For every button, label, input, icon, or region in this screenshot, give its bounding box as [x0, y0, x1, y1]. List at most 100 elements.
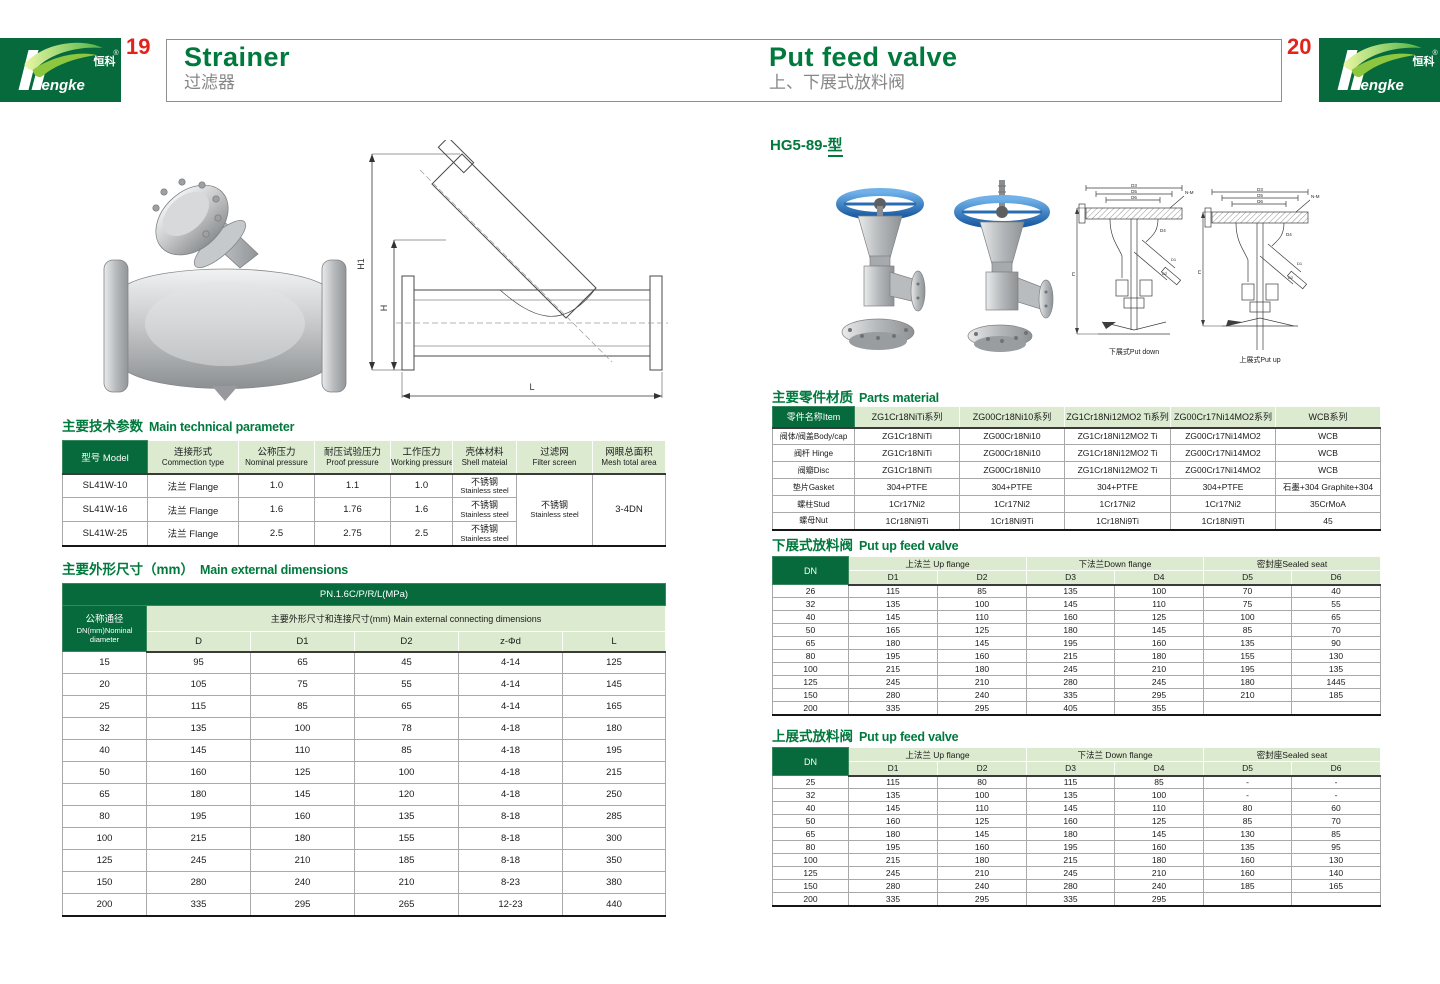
page-number-right: 20 — [1287, 34, 1312, 59]
cell: 304+PTFE — [1064, 478, 1171, 496]
cell: 145 — [848, 610, 938, 624]
col-header-d: D — [146, 631, 251, 653]
cell: 285 — [561, 805, 667, 828]
col-header-series-1: ZG1Cr18NiTi系列 — [854, 406, 960, 429]
cell: 85 — [937, 584, 1027, 598]
cell: 125 — [937, 814, 1027, 828]
cell: 80 — [772, 649, 849, 663]
cell: 150 — [772, 688, 849, 702]
table-row: 150 280 240 210 8-23 380 — [62, 871, 667, 894]
cell: 280 — [848, 688, 938, 702]
cell: 85 — [1114, 775, 1204, 789]
cell: 85 — [1203, 623, 1293, 637]
cell: 100 — [1203, 610, 1293, 624]
cell: - — [1203, 775, 1292, 789]
cell: ZG1Cr18Ni12MO2 Ti — [1064, 427, 1171, 445]
cell: 115 — [848, 584, 938, 598]
cell: 145 — [937, 636, 1027, 650]
cell: 155 — [354, 827, 459, 850]
cell: 215 — [848, 853, 938, 867]
cell: 50 — [62, 761, 147, 784]
cell: 65 — [772, 827, 849, 841]
table-row: 80 195 160 135 8-18 285 — [62, 805, 667, 828]
col-header-series-3: ZG1Cr18Ni12MO2 Ti系列 — [1064, 406, 1171, 429]
dim-label-d2: D2 — [1288, 275, 1294, 280]
section-title-en: Parts material — [859, 391, 939, 405]
cell: 1Cr17Ni2 — [1064, 495, 1171, 513]
cell: 105 — [146, 673, 251, 696]
table-header-row: 公称通径 DN(mm)Nominal diameter 主要外形尺寸和连接尺寸(mm… — [62, 605, 667, 652]
cell: 110 — [1114, 801, 1204, 815]
cell: 85 — [1203, 814, 1292, 828]
cell: 85 — [354, 739, 459, 762]
dim-label-l: L — [529, 382, 534, 392]
col-header-series-4: ZG00Cr17Ni14MO2系列 — [1170, 406, 1276, 429]
cell: 195 — [561, 739, 667, 762]
cell: 4-14 — [458, 695, 563, 718]
cell: 130 — [1291, 853, 1381, 867]
right-title-zh: 上、下展式放料阀 — [769, 72, 905, 92]
col-header-d2: D2 — [354, 631, 459, 653]
cell: 4-18 — [458, 739, 563, 762]
cell: 55 — [354, 673, 459, 696]
cell: 135 — [1203, 840, 1292, 854]
registered-mark: ® — [114, 49, 120, 57]
cell: 2.75 — [314, 521, 391, 546]
cell: 25 — [772, 775, 849, 789]
cell: SL41W-25 — [62, 521, 148, 546]
cell: 195 — [146, 805, 251, 828]
main-technical-parameter-table: 型号 Model 连接形式 Commection type 公称压力 Nominal… — [62, 440, 666, 547]
cell: 180 — [561, 717, 667, 740]
registered-mark: ® — [1433, 49, 1439, 57]
cell: 130 — [1291, 649, 1382, 663]
cell: 100 — [354, 761, 459, 784]
table-row: 80 195 160 195 160 135 95 — [772, 840, 1381, 854]
col-header-dn: DN — [772, 747, 849, 776]
table-row: 20 105 75 55 4-14 145 — [62, 673, 667, 696]
table-row: 125 245 210 280 245 180 1445 — [772, 675, 1382, 689]
strainer-product-photo — [103, 178, 347, 401]
cell: 125 — [561, 651, 667, 674]
group-header-down-flange: 下法兰Down flange — [1025, 556, 1205, 571]
cell: 210 — [354, 871, 459, 894]
cell: 50 — [772, 623, 849, 637]
cell: 245 — [848, 866, 938, 880]
cell: 35CrMoA — [1275, 495, 1381, 513]
cell: ZG00Cr17Ni14MO2 — [1170, 444, 1276, 462]
cell: 195 — [1203, 662, 1293, 676]
cell: 165 — [848, 623, 938, 637]
cell: 180 — [848, 827, 938, 841]
cell: ZG00Cr18Ni10 — [959, 427, 1065, 445]
cell: 95 — [146, 651, 251, 674]
cell: 75 — [1203, 597, 1293, 611]
cell: 4-18 — [458, 717, 563, 740]
table-row: 50 165 125 180 145 85 70 — [772, 623, 1382, 637]
flange-bolts — [848, 282, 920, 340]
cell: 160 — [848, 814, 938, 828]
cell: 245 — [848, 675, 938, 689]
cell: 160 — [1203, 866, 1292, 880]
cell: 100 — [772, 853, 849, 867]
cell: 100 — [937, 788, 1027, 802]
cell: 125 — [772, 866, 849, 880]
section-title-put-up-valve: 上展式放料阀 Put up feed valve — [772, 725, 959, 746]
table-header-row: DN 上法兰 Up flange 下法兰Down flange 密封座Seale… — [772, 556, 1382, 585]
cell: 250 — [561, 783, 667, 806]
cell: 石墨+304 Graphite+304 — [1275, 478, 1381, 496]
cell: 195 — [848, 840, 938, 854]
cell: 1.0 — [390, 473, 453, 498]
cell: 26 — [772, 584, 849, 598]
cell: 110 — [937, 801, 1027, 815]
cell: 40 — [62, 739, 147, 762]
col-header-d4: D4 — [1114, 761, 1204, 777]
cell: ZG1Cr18Ni12MO2 Ti — [1064, 461, 1171, 479]
strainer-section-drawing: H1 H L — [356, 140, 668, 399]
table-header-row: 型号 Model 连接形式 Commection type 公称压力 Nominal… — [62, 440, 666, 475]
cell: ZG00Cr17Ni14MO2 — [1170, 461, 1276, 479]
bonnet-bolts — [152, 178, 222, 238]
put-down-feed-valve-table: DN 上法兰 Up flange 下法兰Down flange 密封座Seale… — [772, 556, 1382, 716]
logo-text-en: engke — [1361, 77, 1404, 94]
table-row: SL41W-25 法兰 Flange 2.5 2.75 2.5 不锈钢 Stain… — [62, 521, 666, 546]
cell: 100 — [937, 597, 1027, 611]
